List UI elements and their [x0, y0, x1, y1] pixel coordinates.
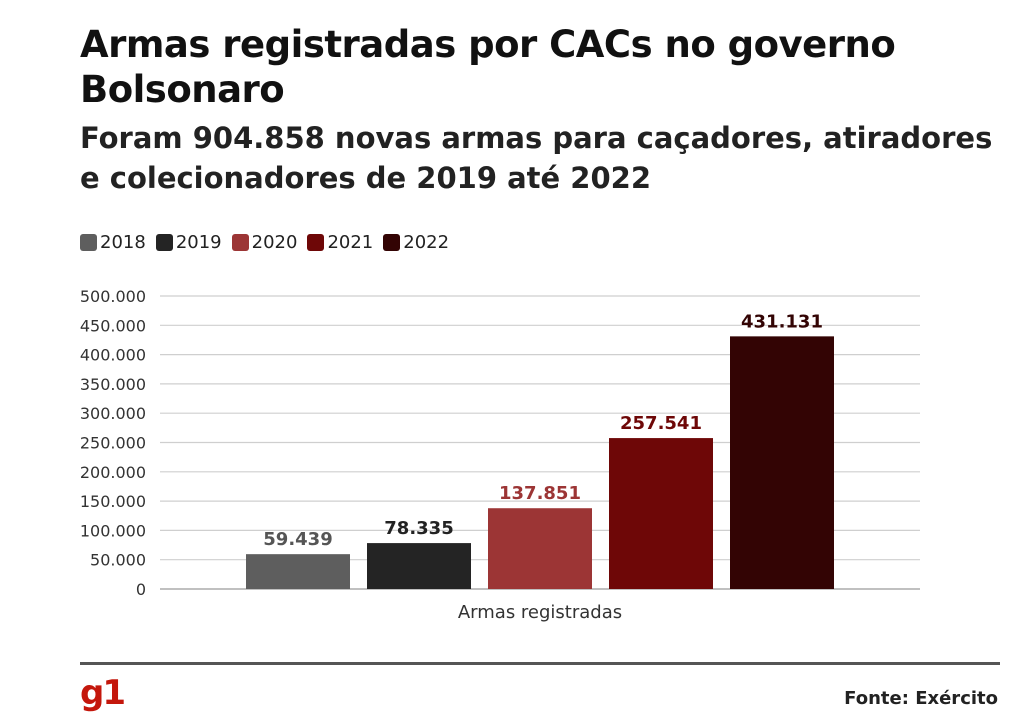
legend-swatch-2021 — [307, 233, 325, 251]
footer-divider — [80, 662, 1000, 665]
legend-item-2020: 2020 — [231, 231, 298, 253]
data-label-2020: 137.851 — [499, 483, 581, 504]
y-tick-label: 100.000 — [80, 521, 146, 540]
bar-2020 — [488, 508, 592, 589]
bar-2022 — [730, 336, 834, 589]
g1-logo: g1 — [80, 673, 126, 713]
source-note: Fonte: Exército — [844, 688, 998, 709]
chart-subtitle: Foram 904.858 novas armas para caçadores… — [80, 121, 993, 195]
y-tick-label: 250.000 — [80, 434, 146, 453]
legend-swatch-2019 — [155, 233, 173, 251]
legend-swatch-2018 — [80, 233, 97, 251]
data-label-2022: 431.131 — [741, 311, 823, 332]
legend-label-2019: 2019 — [175, 231, 222, 253]
legend-label-2018: 2018 — [100, 231, 146, 253]
y-tick-label: 500.000 — [80, 287, 146, 306]
y-tick-label: 200.000 — [80, 463, 146, 482]
legend-label-2021: 2021 — [327, 231, 374, 253]
data-label-2021: 257.541 — [620, 413, 702, 434]
legend-swatch-2020 — [231, 233, 249, 251]
legend-item-2022: 2022 — [383, 232, 449, 253]
data-label-2019: 78.335 — [384, 518, 453, 539]
y-tick-label: 450.000 — [80, 316, 146, 335]
legend-item-2018: 2018 — [80, 232, 146, 253]
bar-2018 — [246, 554, 350, 589]
data-label-2018: 59.439 — [263, 529, 332, 550]
chart-title: Armas registradas por CACs no governo Bo… — [80, 23, 896, 111]
legend-swatch-2022 — [383, 233, 401, 251]
legend-item-2021: 2021 — [307, 232, 373, 253]
bar-chart: 0 50.000 100.000 150.000 200.000 250.000 300.0… — [80, 287, 920, 623]
legend: 2018 2019 2020 2021 2022 — [80, 230, 449, 254]
bar-2021 — [609, 438, 713, 589]
legend-label-2020: 2020 — [251, 231, 298, 253]
y-tick-label: 300.000 — [80, 404, 146, 423]
legend-item-2019: 2019 — [155, 231, 222, 253]
bar-2019 — [367, 543, 471, 589]
y-tick-label: 350.000 — [80, 375, 146, 394]
y-tick-label: 0 — [136, 580, 146, 599]
legend-label-2022: 2022 — [403, 231, 450, 253]
y-tick-label: 50.000 — [90, 551, 146, 570]
y-tick-label: 150.000 — [80, 492, 146, 511]
y-tick-label: 400.000 — [80, 346, 146, 365]
x-axis-label: Armas registradas — [458, 602, 622, 623]
